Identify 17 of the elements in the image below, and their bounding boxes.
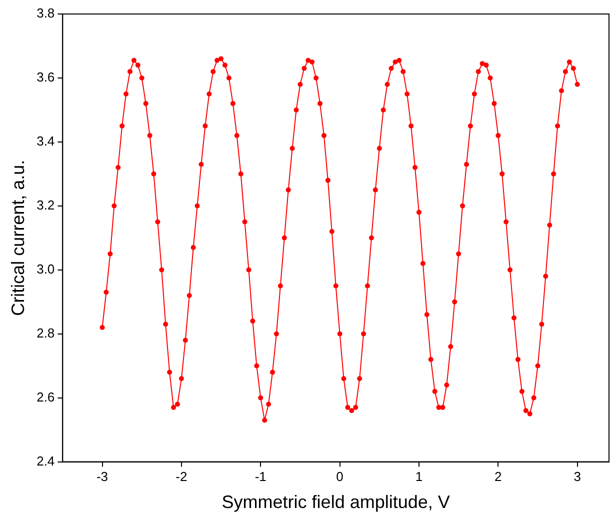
x-tick-label: 3 [574, 469, 581, 484]
x-tick-label: -3 [96, 469, 108, 484]
x-tick-label: 1 [415, 469, 423, 484]
y-tick-label: 3.4 [36, 134, 55, 149]
y-tick-label: 2.6 [36, 389, 55, 404]
y-tick-label: 3.8 [36, 6, 55, 21]
y-tick-label: 3.0 [36, 261, 55, 276]
x-tick-label: 0 [336, 469, 344, 484]
y-tick-label: 2.8 [36, 325, 55, 340]
y-tick-label: 3.2 [36, 197, 55, 212]
x-tick-label: -1 [254, 469, 266, 484]
y-tick-label: 2.4 [36, 453, 55, 468]
x-tick-label: -2 [176, 469, 188, 484]
x-axis-title: Symmetric field amplitude, V [222, 492, 450, 512]
y-axis-title: Critical current, a.u. [8, 160, 28, 316]
y-tick-label: 3.6 [36, 70, 55, 85]
x-tick-label: 2 [494, 469, 502, 484]
